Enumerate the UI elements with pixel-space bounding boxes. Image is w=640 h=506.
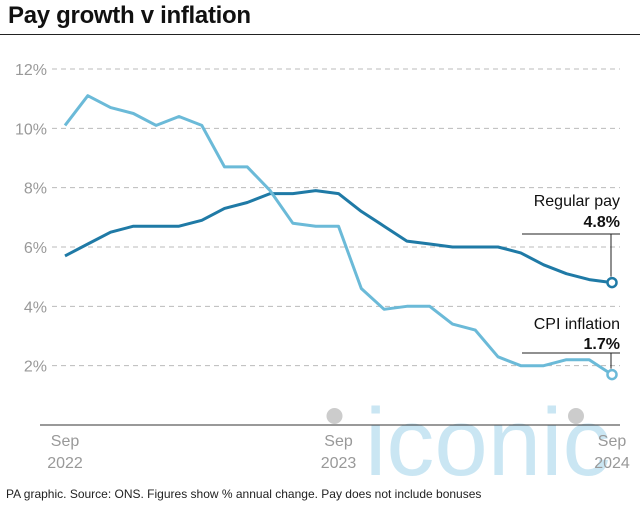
- series-value-label: 1.7%: [584, 336, 620, 353]
- series-name-label: Regular pay: [534, 193, 620, 210]
- grid-layer: [40, 68, 620, 426]
- y-tick-label: 4%: [24, 299, 47, 316]
- series-value-label: 4.8%: [584, 214, 620, 231]
- tick-layer: 2% 4% 6% 8% 10% 12% Sep 2022 Sep 2023 Sep 2024: [15, 62, 630, 472]
- line-chart: iconic 2% 4% 6% 8% 10% 12% Sep 2022 Sep 2023 Sep 20…: [15, 62, 630, 480]
- series-endpoint: [606, 368, 618, 381]
- chart-title: Pay growth v inflation: [8, 2, 251, 29]
- series-line-regular-pay: [64, 189, 613, 285]
- y-tick-label: 10%: [15, 121, 47, 138]
- x-tick-marker: [568, 408, 584, 424]
- series-endpoint: [606, 276, 618, 289]
- label-layer: Regular pay 4.8% CPI inflation 1.7%: [522, 193, 620, 369]
- x-tick-label-year: 2022: [47, 455, 83, 472]
- series-layer: [63, 94, 618, 381]
- y-tick-label: 8%: [24, 181, 47, 198]
- x-tick-label-month: Sep: [598, 433, 627, 450]
- x-tick-label-month: Sep: [51, 433, 80, 450]
- x-tick-label-month: Sep: [324, 433, 353, 450]
- x-tick-marker: [326, 408, 343, 424]
- y-tick-label: 12%: [15, 62, 47, 79]
- x-tick-label-year: 2023: [321, 455, 357, 472]
- series-name-label: CPI inflation: [534, 316, 620, 333]
- x-tick-label-year: 2024: [594, 455, 630, 472]
- y-tick-label: 6%: [24, 240, 47, 257]
- y-tick-label: 2%: [24, 359, 47, 376]
- title-divider: [0, 34, 640, 35]
- footer-note: PA graphic. Source: ONS. Figures show % …: [6, 487, 482, 501]
- series-line-cpi-inflation: [63, 94, 613, 376]
- watermark-text: iconic: [365, 389, 610, 480]
